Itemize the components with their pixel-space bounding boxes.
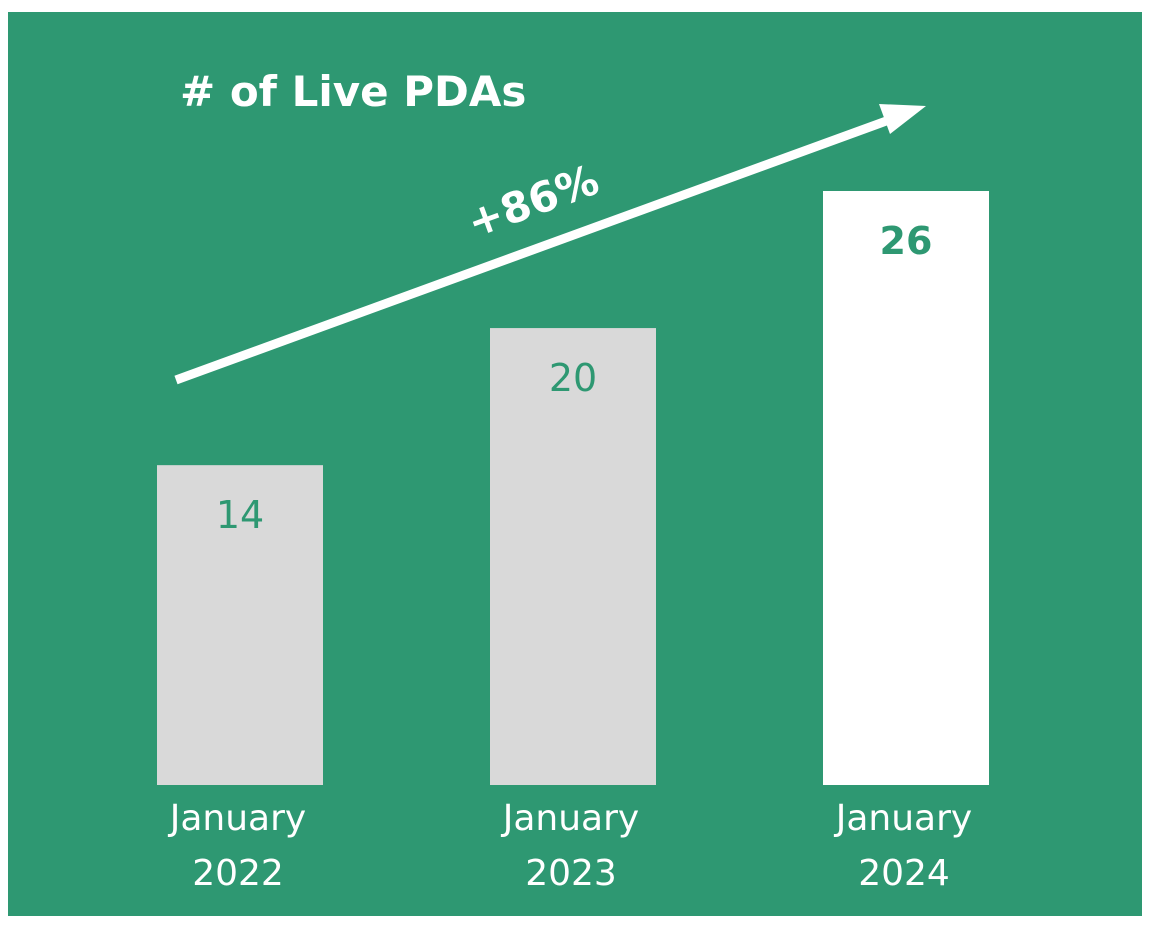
x-tick-label-2023-line2: 2023 — [525, 853, 617, 894]
chart-title: # of Live PDAs — [180, 67, 526, 116]
x-tick-label-2024-line1: January — [834, 798, 972, 839]
bar-value-2023: 20 — [549, 356, 597, 400]
x-tick-label-2023-line1: January — [501, 798, 639, 839]
bar-value-2022: 14 — [216, 493, 264, 537]
bar-2022 — [157, 465, 323, 785]
growth-arrow-head — [879, 104, 926, 134]
x-tick-label-2022-line2: 2022 — [192, 853, 284, 894]
x-axis-labels: January 2022 January 2023 January 2024 — [168, 798, 972, 894]
growth-arrow-shaft — [174, 111, 902, 385]
bar-2023 — [490, 328, 656, 785]
x-tick-label-2022-line1: January — [168, 798, 306, 839]
bar-value-labels: 14 20 26 — [216, 219, 933, 537]
growth-arrow — [174, 104, 926, 385]
bar-2024 — [823, 191, 989, 785]
bars — [157, 191, 989, 785]
bar-value-2024: 26 — [880, 219, 933, 263]
x-tick-label-2024-line2: 2024 — [858, 853, 950, 894]
